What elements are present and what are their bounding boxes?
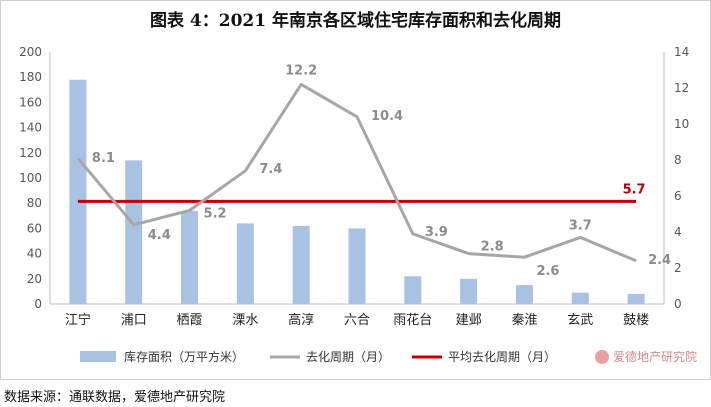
watermark-text: 爱德地产研究院	[613, 349, 697, 364]
bar-2	[125, 160, 143, 304]
bar-series	[69, 79, 645, 304]
y-left-tick-label: 200	[19, 45, 42, 59]
y-left-tick-label: 20	[27, 272, 42, 286]
turnover-data-label: 4.4	[148, 228, 171, 243]
y-left-tick-label: 0	[34, 297, 42, 311]
turnover-data-label: 2.6	[536, 264, 559, 279]
bar-5	[292, 225, 310, 304]
data-labels: 5.7 8.1 4.4 5.2 7.4 12.2 10.4 3.9 2.8 2.6 3.7 2.4	[92, 63, 671, 279]
source-note: 数据来源：通联数据，爱德地产研究院	[4, 390, 226, 405]
bar-6	[348, 228, 366, 304]
y-left-tick-label: 140	[19, 121, 42, 135]
y-right-tick-label: 2	[674, 261, 682, 275]
y-right-tick-label: 14	[674, 45, 689, 59]
y-left-tick-label: 120	[19, 146, 42, 160]
line-series	[76, 82, 637, 263]
turnover-data-label: 2.4	[648, 253, 671, 268]
y-left-tick-label: 60	[27, 221, 42, 235]
bar-7	[404, 276, 422, 304]
bar-8	[460, 278, 478, 304]
turnover-data-label: 3.7	[569, 218, 592, 233]
legend-label-turnover: 去化周期（月）	[306, 350, 390, 364]
legend-swatch-inventory	[80, 351, 116, 362]
y-left-tick-label: 180	[19, 70, 42, 84]
turnover-data-label: 10.4	[371, 109, 403, 124]
x-tick-label: 高淳	[288, 312, 314, 328]
y-right-tick-label: 6	[674, 189, 682, 203]
x-tick-label: 玄武	[567, 313, 593, 328]
y-right-tick-label: 4	[674, 225, 682, 239]
y-left-tick-label: 80	[27, 196, 42, 210]
x-tick-label: 溧水	[232, 313, 258, 328]
x-tick-label: 栖霞	[177, 313, 203, 328]
axes: 0 20 40 60 80 100 120 140 160 180 200 0 2 4 6 8 10 12 14 江宁…	[19, 45, 689, 328]
turnover-line	[76, 82, 637, 263]
bar-11	[627, 293, 645, 304]
x-tick-label: 建邺	[456, 313, 482, 328]
bar-4	[236, 223, 254, 304]
turnover-data-label: 12.2	[285, 63, 317, 78]
x-tick-label: 秦淮	[511, 313, 537, 328]
bar-10	[571, 292, 589, 304]
x-tick-label: 六合	[344, 313, 370, 328]
average-line-label: 5.7	[623, 182, 646, 197]
y-right-tick-label: 12	[674, 81, 689, 95]
y-left-tick-label: 100	[19, 171, 42, 185]
turnover-data-label: 3.9	[425, 225, 448, 240]
legend-label-inventory: 库存面积（万平方米）	[124, 349, 244, 364]
bar-1	[69, 79, 87, 304]
x-tick-label: 江宁	[65, 312, 91, 328]
bar-9	[515, 285, 533, 304]
chart-frame	[0, 0, 711, 380]
y-right-tick-label: 8	[674, 153, 682, 167]
y-left-tick-label: 160	[19, 95, 42, 109]
turnover-data-label: 5.2	[204, 206, 227, 221]
x-tick-label: 浦口	[121, 313, 147, 328]
chart-title: 图表 4：2021 年南京各区域住宅库存面积和去化周期	[150, 11, 561, 31]
legend-label-average: 平均去化周期（月）	[448, 350, 556, 364]
y-right-tick-label: 0	[674, 297, 682, 311]
y-left-tick-label: 40	[27, 247, 42, 261]
chart-svg: 0 20 40 60 80 100 120 140 160 180 200 0 2 4 6 8 10 12 14 江宁…	[19, 45, 697, 364]
y-right-tick-label: 10	[674, 117, 689, 131]
turnover-data-label: 2.8	[481, 240, 504, 255]
watermark-logo-icon	[595, 350, 609, 364]
x-tick-label: 鼓楼	[623, 313, 649, 328]
bar-3	[181, 210, 199, 304]
x-tick-label: 雨花台	[393, 312, 432, 328]
legend: 库存面积（万平方米） 去化周期（月） 平均去化周期（月） 爱德地产研究院	[80, 349, 697, 364]
turnover-data-label: 7.4	[259, 162, 282, 177]
turnover-data-label: 8.1	[92, 151, 115, 166]
